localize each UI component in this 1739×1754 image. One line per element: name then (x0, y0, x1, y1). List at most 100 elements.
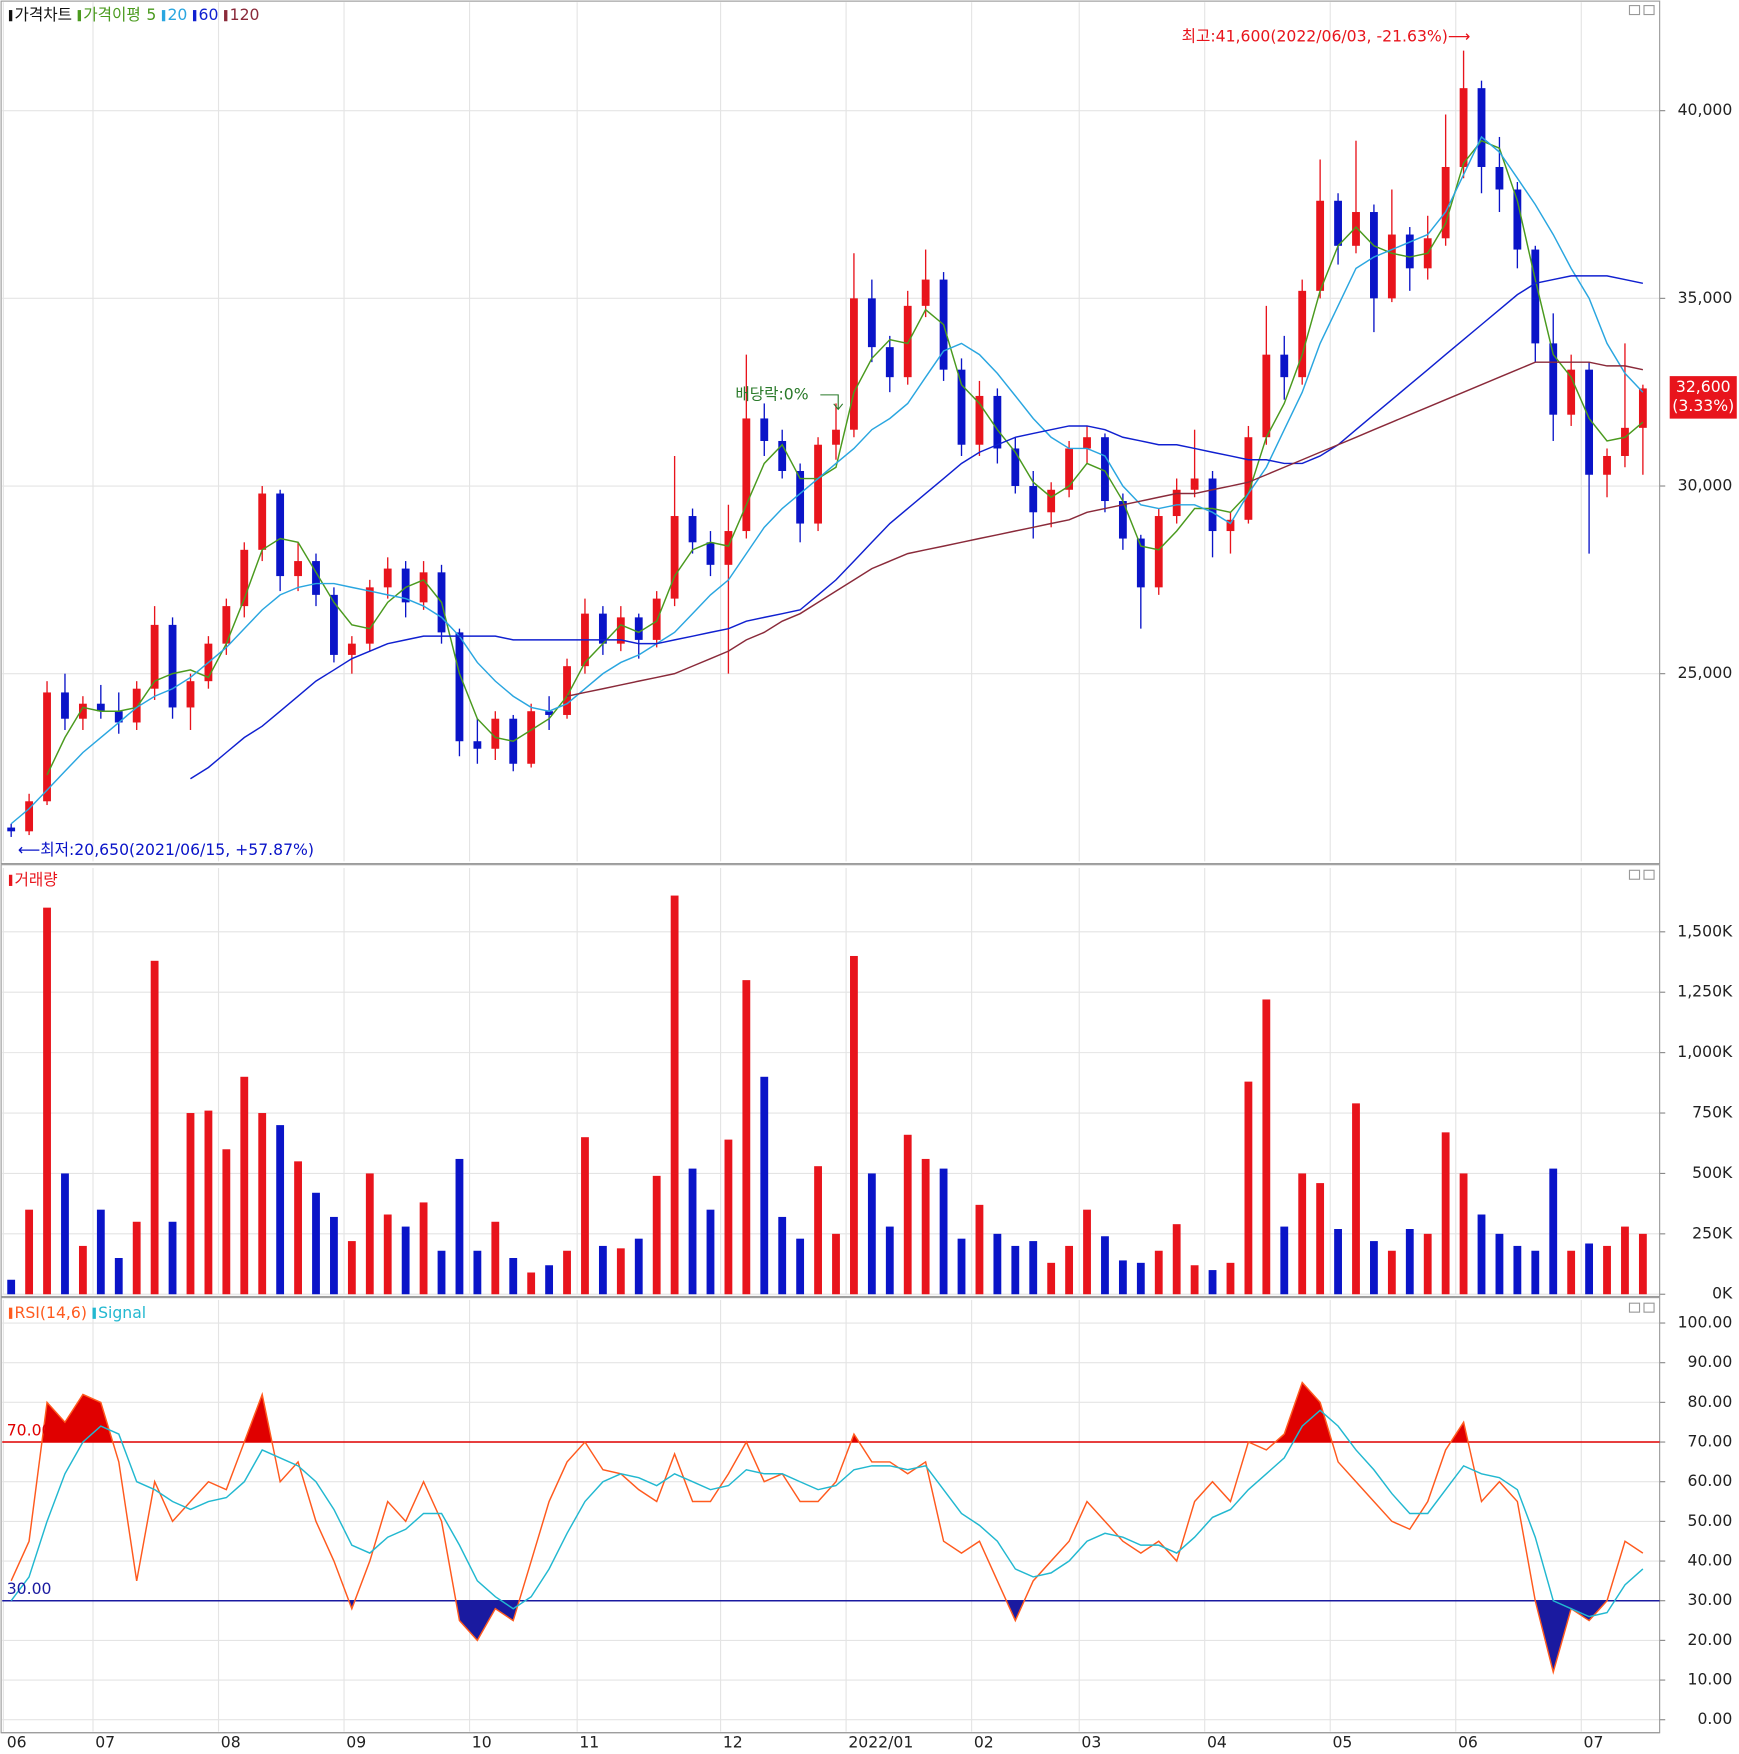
y-tick-label: 40,000 (1678, 100, 1733, 119)
volume-bar (1226, 1262, 1235, 1295)
close-button[interactable] (1643, 5, 1655, 16)
candle-body (132, 688, 141, 723)
candle-body (491, 718, 500, 749)
y-tick-label: 0.00 (1697, 1709, 1732, 1728)
moving-average-line (46, 139, 1644, 776)
candle-body (1154, 516, 1163, 588)
candle-body (724, 531, 733, 565)
candle-body (563, 666, 571, 715)
candle-body (1244, 437, 1253, 520)
volume-bar (1065, 1245, 1074, 1295)
candle-body (1441, 166, 1450, 239)
volume-bar (1316, 1183, 1325, 1295)
y-tick-label: 40.00 (1688, 1551, 1733, 1570)
candle-body (1136, 538, 1145, 588)
candle-body (114, 711, 123, 723)
candle-body (1531, 249, 1540, 344)
x-tick-label: 11 (579, 1732, 599, 1751)
candle-body (598, 613, 607, 644)
volume-bar (78, 1245, 87, 1295)
volume-bar (1531, 1250, 1540, 1295)
x-tick-label: 12 (723, 1732, 743, 1751)
candle-body (1011, 448, 1020, 487)
candle-body (383, 568, 392, 588)
volume-bar (150, 960, 159, 1295)
volume-bar (1603, 1245, 1611, 1295)
candle-body (1047, 489, 1056, 513)
y-tick-label: 35,000 (1678, 288, 1733, 307)
volume-bar (96, 1209, 105, 1295)
volume-bar (652, 1175, 661, 1295)
volume-bar (1334, 1229, 1342, 1295)
candle-body (778, 440, 787, 471)
candle-body (276, 493, 285, 577)
candle-body (1549, 343, 1558, 415)
legend-swatch (161, 10, 166, 22)
candle-body (7, 827, 16, 832)
close-button[interactable] (1643, 869, 1655, 880)
volume-bar (545, 1265, 554, 1295)
legend-swatch (8, 874, 13, 886)
candle-body (1405, 234, 1414, 269)
y-tick-label: 90.00 (1688, 1352, 1733, 1371)
x-tick-label: 06 (7, 1732, 27, 1751)
y-tick-label: 500K (1692, 1163, 1733, 1182)
volume-bar (383, 1214, 392, 1295)
overbought-label: 70.00 (7, 1420, 52, 1439)
candle-body (832, 429, 840, 445)
close-button[interactable] (1643, 1302, 1655, 1313)
candle-body (814, 444, 822, 524)
x-tick-label: 03 (1081, 1732, 1101, 1751)
minimize-button[interactable] (1628, 869, 1641, 880)
volume-bar (867, 1173, 876, 1295)
volume-bar (850, 955, 858, 1295)
minimize-button[interactable] (1628, 5, 1641, 16)
volume-bar (114, 1258, 123, 1295)
last-change-label: (3.33%) (1672, 396, 1734, 415)
volume-bar (1280, 1226, 1289, 1295)
volume-bar (168, 1221, 177, 1295)
candle-body (401, 568, 410, 603)
volume-bar (581, 1137, 589, 1295)
candle-body (455, 632, 464, 742)
candle-body (78, 703, 87, 719)
volume-bar (939, 1168, 948, 1295)
candle-body (473, 741, 482, 749)
legend-label: RSI(14,6) (15, 1303, 87, 1322)
volume-bar (706, 1209, 715, 1295)
volume-bar (1262, 999, 1271, 1295)
volume-bar (1423, 1233, 1432, 1295)
candle-body (1603, 455, 1611, 475)
volume-bar (222, 1149, 231, 1295)
candle-body (885, 347, 894, 378)
x-tick-label: 07 (95, 1732, 115, 1751)
candle-body (168, 624, 177, 708)
volume-bar (1405, 1229, 1414, 1295)
candle-body (240, 549, 249, 607)
candle-body (330, 594, 338, 655)
minimize-button[interactable] (1628, 1302, 1641, 1313)
candle-body (1567, 369, 1576, 415)
volume-bar (1172, 1224, 1181, 1295)
volume-panel-frame (0, 864, 1661, 1298)
candle-body (1226, 519, 1235, 532)
volume-bar (509, 1258, 518, 1295)
volume-bar (43, 907, 51, 1295)
candle-body (96, 703, 105, 712)
volume-bar (1083, 1209, 1091, 1295)
legend-label: 60 (199, 5, 219, 24)
dividend-arrow (820, 394, 844, 411)
price-panel-frame (0, 0, 1661, 865)
legend-label: Signal (98, 1303, 146, 1322)
labels-layer: 25,000 30,000 35,000 40,000 0K 250K 500K 750K 1,… (7, 5, 1737, 1751)
volume-bar (688, 1168, 697, 1295)
volume-bar (598, 1245, 607, 1295)
dividend-annotation: 배당락:0% (735, 384, 808, 403)
candle-body (294, 561, 302, 577)
candle-body (1172, 489, 1181, 517)
y-tick-label: 60.00 (1688, 1471, 1733, 1490)
volume-bar (1549, 1168, 1558, 1295)
